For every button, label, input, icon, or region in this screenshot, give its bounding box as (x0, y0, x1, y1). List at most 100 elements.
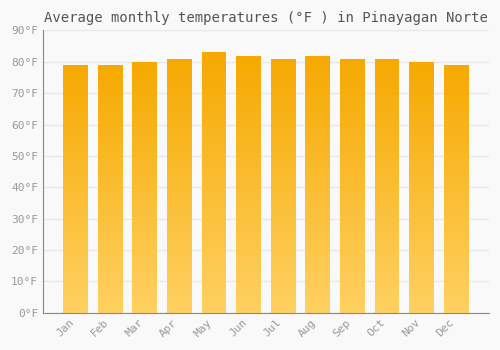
Bar (340, 262, 365, 267)
Bar (98, 204, 122, 209)
Bar (306, 112, 330, 117)
Bar (167, 110, 192, 114)
Bar (98, 229, 122, 233)
Bar (306, 230, 330, 236)
Bar (202, 297, 226, 302)
Bar (202, 234, 226, 240)
Bar (444, 75, 468, 80)
Bar (202, 120, 226, 125)
Bar (409, 137, 434, 142)
Bar (236, 302, 261, 308)
Bar (374, 247, 400, 252)
Bar (306, 251, 330, 256)
Bar (340, 196, 365, 201)
Bar (236, 153, 261, 158)
Bar (167, 89, 192, 94)
Bar (306, 122, 330, 127)
Bar (340, 201, 365, 206)
Bar (236, 292, 261, 297)
Bar (167, 298, 192, 302)
Bar (409, 207, 434, 212)
Bar (271, 181, 295, 186)
Bar (374, 74, 400, 79)
Bar (236, 236, 261, 241)
Bar (98, 268, 122, 273)
Bar (98, 139, 122, 144)
Bar (132, 122, 158, 127)
Bar (374, 267, 400, 272)
Bar (98, 253, 122, 258)
Bar (236, 241, 261, 246)
Bar (444, 134, 468, 139)
Bar (132, 117, 158, 122)
Bar (340, 287, 365, 292)
Bar (374, 308, 400, 313)
Bar (63, 238, 88, 243)
Bar (409, 132, 434, 137)
Bar (98, 174, 122, 179)
Bar (236, 287, 261, 292)
Bar (236, 163, 261, 169)
Bar (409, 217, 434, 222)
Bar (306, 179, 330, 184)
Bar (63, 159, 88, 164)
Bar (444, 164, 468, 169)
Bar (409, 162, 434, 167)
Bar (63, 218, 88, 223)
Bar (167, 79, 192, 84)
Bar (409, 298, 434, 303)
Bar (444, 214, 468, 218)
Bar (374, 114, 400, 120)
Bar (374, 94, 400, 99)
Bar (132, 172, 158, 177)
Bar (374, 175, 400, 181)
Bar (409, 212, 434, 217)
Bar (63, 174, 88, 179)
Bar (374, 89, 400, 94)
Bar (132, 232, 158, 237)
Bar (409, 308, 434, 313)
Bar (409, 62, 434, 67)
Bar (271, 237, 295, 242)
Bar (132, 62, 158, 67)
Bar (271, 252, 295, 257)
Bar (306, 241, 330, 246)
Bar (98, 248, 122, 253)
Bar (202, 136, 226, 141)
Bar (271, 231, 295, 237)
Bar (271, 282, 295, 287)
Bar (132, 262, 158, 267)
Bar (444, 248, 468, 253)
Bar (374, 84, 400, 89)
Bar (374, 64, 400, 69)
Bar (306, 169, 330, 174)
Bar (271, 114, 295, 120)
Bar (271, 104, 295, 110)
Bar (236, 276, 261, 282)
Bar (167, 74, 192, 79)
Bar (306, 194, 330, 200)
Bar (98, 105, 122, 110)
Bar (340, 155, 365, 160)
Bar (236, 112, 261, 117)
Bar (374, 191, 400, 196)
Bar (306, 205, 330, 210)
Bar (236, 266, 261, 272)
Bar (63, 204, 88, 209)
Bar (271, 226, 295, 231)
Bar (167, 99, 192, 104)
Bar (167, 135, 192, 140)
Bar (444, 70, 468, 75)
Bar (202, 172, 226, 177)
Bar (340, 277, 365, 282)
Bar (409, 202, 434, 207)
Bar (236, 122, 261, 127)
Bar (306, 256, 330, 261)
Bar (236, 107, 261, 112)
Bar (167, 104, 192, 110)
Bar (63, 114, 88, 119)
Bar (63, 214, 88, 218)
Bar (409, 252, 434, 258)
Bar (374, 135, 400, 140)
Bar (167, 282, 192, 287)
